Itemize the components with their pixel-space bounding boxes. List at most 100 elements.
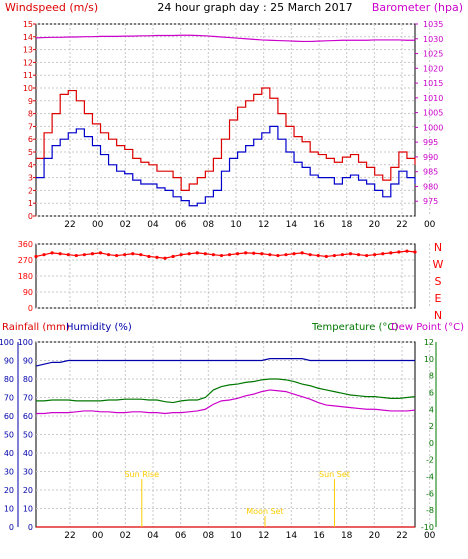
direction-compass-label: E — [435, 292, 442, 305]
rainfall-axis-label: Rainfall (mm) — [2, 322, 70, 333]
temp-x-tick-label: 16 — [313, 531, 325, 541]
wind-y-tick-label: 10 — [23, 84, 33, 93]
rain-y-tick-label: 60 — [4, 412, 14, 421]
temp-x-tick-label: 04 — [147, 531, 159, 541]
direction-compass-label: N — [434, 241, 442, 254]
annotation-label: Sun Rise — [124, 470, 159, 479]
wind-x-tick-label: 22 — [396, 220, 407, 230]
temperature-y-tick-label: 0 — [429, 439, 434, 448]
rain-y-tick-label: 10 — [4, 505, 14, 514]
barometer-y-tick-label: 1005 — [423, 109, 443, 118]
wind-y-tick-label: 4 — [28, 161, 33, 170]
temp-x-tick-label: 22 — [64, 531, 75, 541]
temperature-y-tick-label: -6 — [426, 489, 434, 498]
dewpoint-axis-label: Dew Point (°C) — [391, 322, 464, 333]
wind-right-axis-label: Barometer (hpa) — [372, 1, 463, 14]
direction-y-tick-label: 270 — [18, 256, 33, 265]
wind-x-tick-label: 04 — [147, 220, 159, 230]
wind-x-tick-label: 22 — [64, 220, 75, 230]
humidity-y-tick-label: 100 — [18, 338, 33, 347]
wind-y-tick-label: 8 — [28, 110, 33, 119]
humidity-line — [35, 358, 415, 367]
humidity-y-tick-label: 30 — [23, 468, 33, 477]
barometer-y-tick-label: 1035 — [423, 20, 443, 29]
barometer-y-tick-label: 975 — [423, 197, 438, 206]
temperature-line — [36, 378, 416, 404]
humidity-y-tick-label: 0 — [28, 523, 33, 532]
gust-line — [36, 87, 416, 191]
wind-y-tick-label: 14 — [23, 33, 33, 42]
direction-y-tick-label: 0 — [28, 304, 33, 313]
barometer-y-tick-label: 1015 — [423, 79, 443, 88]
temp-x-tick-label: 00 — [92, 531, 104, 541]
wind-x-tick-label: 00 — [424, 220, 436, 230]
temp-x-tick-label: 12 — [258, 531, 269, 541]
direction-compass-label: W — [433, 258, 444, 271]
rain-y-tick-label: 100 — [0, 338, 14, 347]
wind-x-tick-label: 06 — [175, 220, 187, 230]
wind-y-tick-label: 11 — [23, 71, 33, 80]
rain-y-tick-label: 40 — [4, 449, 14, 458]
barometer-y-tick-label: 990 — [423, 153, 438, 162]
barometer-y-tick-label: 1000 — [423, 123, 443, 132]
humidity-axis-label: Humidity (%) — [66, 322, 132, 333]
wind-y-tick-label: 12 — [23, 58, 33, 67]
barometer-line — [35, 34, 415, 43]
wind-y-tick-label: 6 — [28, 135, 33, 144]
dewpoint-line — [36, 389, 416, 415]
humidity-y-tick-label: 90 — [23, 357, 33, 366]
rain-y-tick-label: 20 — [4, 486, 14, 495]
chart-title: 24 hour graph day : 25 March 2017 — [157, 1, 352, 14]
temperature-y-tick-label: -10 — [421, 523, 434, 532]
direction-y-tick-label: 90 — [23, 288, 33, 297]
barometer-y-tick-label: 1020 — [423, 64, 443, 73]
direction-line — [35, 250, 416, 259]
rain-y-tick-label: 90 — [4, 357, 14, 366]
temp-x-tick-label: 22 — [396, 531, 407, 541]
windspeed-line — [36, 125, 416, 207]
temperature-y-tick-label: -2 — [426, 456, 434, 465]
direction-compass-label: N — [434, 309, 442, 322]
temperature-axis-label: Temperature (°C) — [311, 322, 398, 333]
temperature-y-tick-label: 6 — [429, 388, 434, 397]
wind-left-axis-label: Windspeed (m/s) — [5, 1, 98, 14]
temperature-y-tick-label: -8 — [426, 506, 434, 515]
wind-y-tick-label: 1 — [28, 199, 33, 208]
rain-y-tick-label: 80 — [4, 375, 14, 384]
barometer-y-tick-label: 1030 — [423, 35, 443, 44]
wind-x-tick-label: 02 — [120, 220, 131, 230]
wind-x-tick-label: 10 — [230, 220, 242, 230]
direction-y-tick-label: 360 — [18, 240, 33, 249]
wind-x-tick-label: 12 — [258, 220, 269, 230]
wind-y-tick-label: 0 — [28, 212, 33, 221]
temp-x-tick-label: 02 — [120, 531, 131, 541]
wind-x-tick-label: 16 — [313, 220, 325, 230]
rain-y-tick-label: 0 — [9, 523, 14, 532]
humidity-y-tick-label: 40 — [23, 449, 33, 458]
temperature-y-tick-label: 8 — [429, 372, 434, 381]
wind-x-tick-label: 18 — [341, 220, 353, 230]
wind-y-tick-label: 3 — [28, 174, 33, 183]
wind-frame — [35, 23, 416, 217]
annotation-label: Sun Set — [319, 470, 350, 479]
wind-x-tick-label: 00 — [92, 220, 104, 230]
temperature-y-tick-label: -4 — [426, 473, 434, 482]
wind-x-tick-label: 08 — [203, 220, 215, 230]
temp-x-tick-label: 08 — [203, 531, 215, 541]
direction-compass-label: S — [435, 275, 442, 288]
temperature-y-tick-label: 10 — [424, 355, 434, 364]
humidity-y-tick-label: 80 — [23, 375, 33, 384]
rain-y-tick-label: 70 — [4, 394, 14, 403]
rain-y-tick-label: 50 — [4, 431, 14, 440]
humidity-y-tick-label: 20 — [23, 486, 33, 495]
barometer-y-tick-label: 980 — [423, 182, 438, 191]
temp-x-tick-label: 06 — [175, 531, 187, 541]
humidity-y-tick-label: 70 — [23, 394, 33, 403]
humidity-y-tick-label: 60 — [23, 412, 33, 421]
temp-x-tick-label: 14 — [286, 531, 298, 541]
humidity-y-tick-label: 10 — [23, 505, 33, 514]
wind-x-tick-label: 14 — [286, 220, 298, 230]
wind-y-tick-label: 9 — [28, 97, 33, 106]
